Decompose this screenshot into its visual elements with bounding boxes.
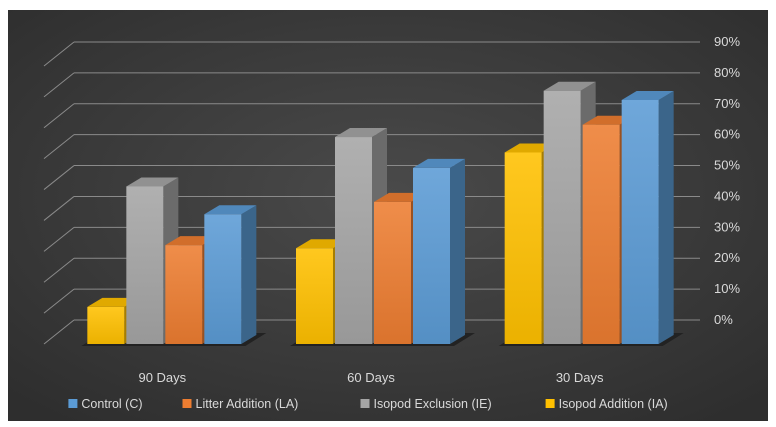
- legend-swatch: [545, 399, 555, 408]
- chart-frame: 0% 10% 20% 30% 40% 50% 60% 70% 80% 90% 90 Days 60 …: [8, 10, 768, 421]
- legend-item-isopod-exclusion-ie: Isopod Exclusion (IE): [360, 397, 492, 411]
- y-tick-label: 30%: [714, 219, 740, 234]
- x-tick-label: 90 Days: [138, 370, 186, 385]
- y-tick-label: 0%: [714, 312, 733, 327]
- x-tick-label: 60 Days: [347, 370, 395, 385]
- x-axis-ticks: 90 Days 60 Days 30 Days: [138, 370, 604, 385]
- legend: Control (C) Litter Addition (LA) Isopod Ex…: [68, 397, 668, 411]
- bar-control-c-30-days: [621, 90, 674, 344]
- y-tick-label: 40%: [714, 188, 740, 203]
- bar-control-c-60-days: [413, 158, 465, 344]
- legend-label: Isopod Addition (IA): [559, 397, 668, 411]
- legend-label: Isopod Exclusion (IE): [374, 397, 492, 411]
- y-tick-label: 50%: [714, 158, 740, 173]
- y-tick-label: 10%: [714, 281, 740, 296]
- bar-control-c-90-days: [204, 205, 257, 344]
- y-tick-label: 70%: [714, 96, 740, 111]
- y-tick-label: 90%: [714, 34, 740, 49]
- legend-item-control-c: Control (C): [68, 397, 143, 411]
- legend-label: Litter Addition (LA): [196, 397, 299, 411]
- legend-label: Control (C): [81, 397, 142, 411]
- legend-swatch: [68, 399, 78, 408]
- bar-chart: 0% 10% 20% 30% 40% 50% 60% 70% 80% 90% 90 Days 60 …: [8, 10, 768, 421]
- x-tick-label: 30 Days: [556, 370, 604, 385]
- y-tick-label: 20%: [714, 250, 740, 265]
- bars: [87, 81, 674, 344]
- legend-swatch: [182, 399, 192, 408]
- legend-item-isopod-addition-ia: Isopod Addition (IA): [545, 397, 668, 411]
- gridline: [43, 41, 700, 67]
- legend-swatch: [360, 399, 370, 408]
- bar-isopod-exclusion-ie-90-days: [126, 177, 179, 344]
- y-tick-label: 60%: [714, 127, 740, 142]
- y-axis-ticks: 0% 10% 20% 30% 40% 50% 60% 70% 80% 90%: [714, 34, 740, 327]
- y-tick-label: 80%: [714, 65, 740, 80]
- legend-item-litter-addition-la: Litter Addition (LA): [182, 397, 299, 411]
- gridline: [43, 72, 700, 98]
